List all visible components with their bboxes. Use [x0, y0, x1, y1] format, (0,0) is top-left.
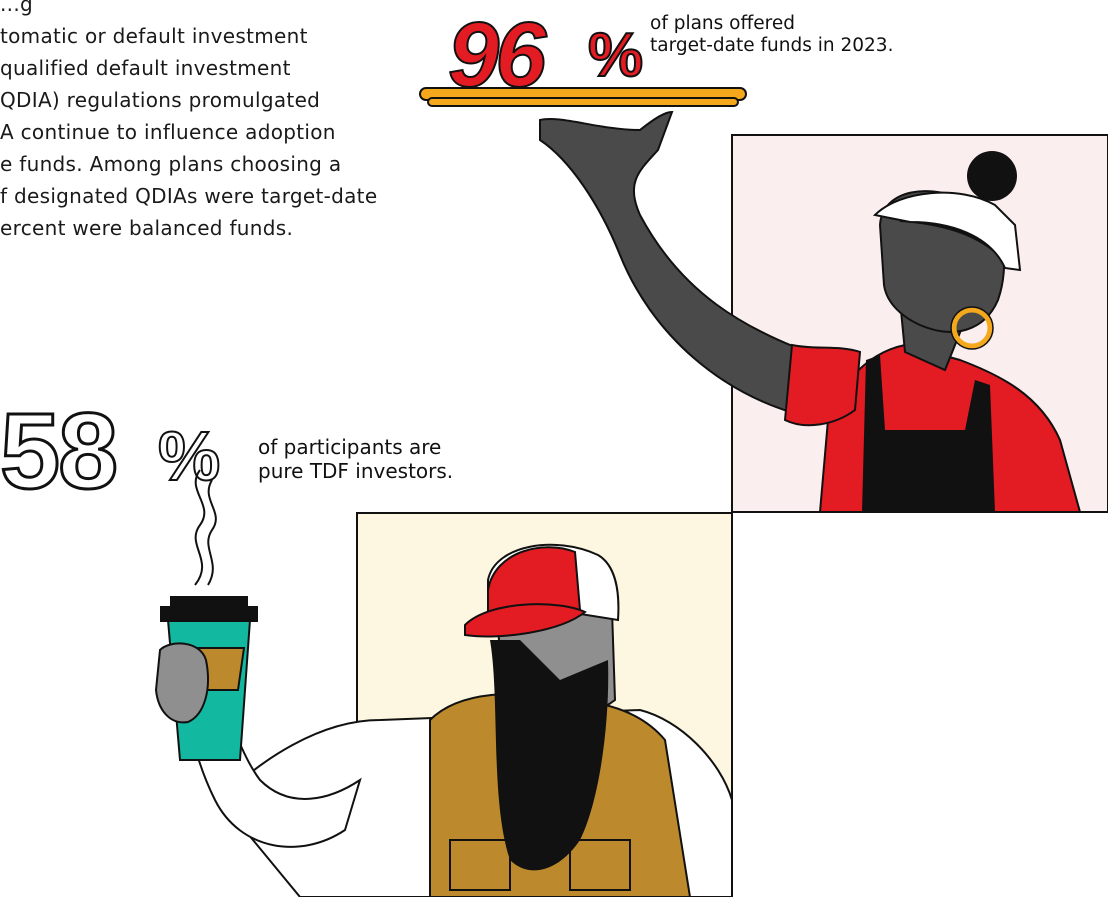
stat-plans-caption: of plans offered target-date funds in 20…: [650, 13, 893, 57]
steam-icon: [194, 469, 206, 586]
server-sleeve: [783, 343, 862, 427]
caption-line: of participants are: [258, 435, 442, 459]
intro-line: ercent were balanced funds.: [0, 216, 294, 240]
intro-line: tomatic or default investment: [0, 24, 308, 48]
stat-participants-percent: %: [158, 417, 220, 495]
man-hand: [154, 642, 209, 724]
intro-line: f designated QDIAs were target-date: [0, 184, 378, 208]
stat-participants-caption: of participants are pure TDF investors.: [258, 435, 453, 483]
server-arm: [539, 110, 832, 422]
stat-participants-number: 58: [0, 390, 116, 511]
intro-line: qualified default investment: [0, 56, 291, 80]
server-apron: [862, 355, 995, 512]
hair-bun: [967, 151, 1017, 201]
caption-line: pure TDF investors.: [258, 459, 454, 483]
earring-icon: [951, 307, 993, 349]
intro-paragraph: ...g tomatic or default investment quali…: [0, 0, 470, 244]
intro-line: A continue to influence adoption: [0, 120, 336, 144]
intro-line: QDIA) regulations promulgated: [0, 88, 321, 112]
intro-line: e funds. Among plans choosing a: [0, 152, 342, 176]
man-beard: [490, 640, 609, 871]
vest-pocket: [569, 839, 631, 891]
stat-plans-number: 96: [448, 4, 547, 106]
caption-line: of plans offered: [650, 13, 795, 34]
stat-plans-percent: %: [588, 21, 643, 90]
caption-line: target-date funds in 2023.: [650, 35, 894, 56]
visor-icon: [872, 191, 1022, 272]
intro-line: ...g: [0, 0, 33, 16]
vest-pocket: [449, 839, 511, 891]
